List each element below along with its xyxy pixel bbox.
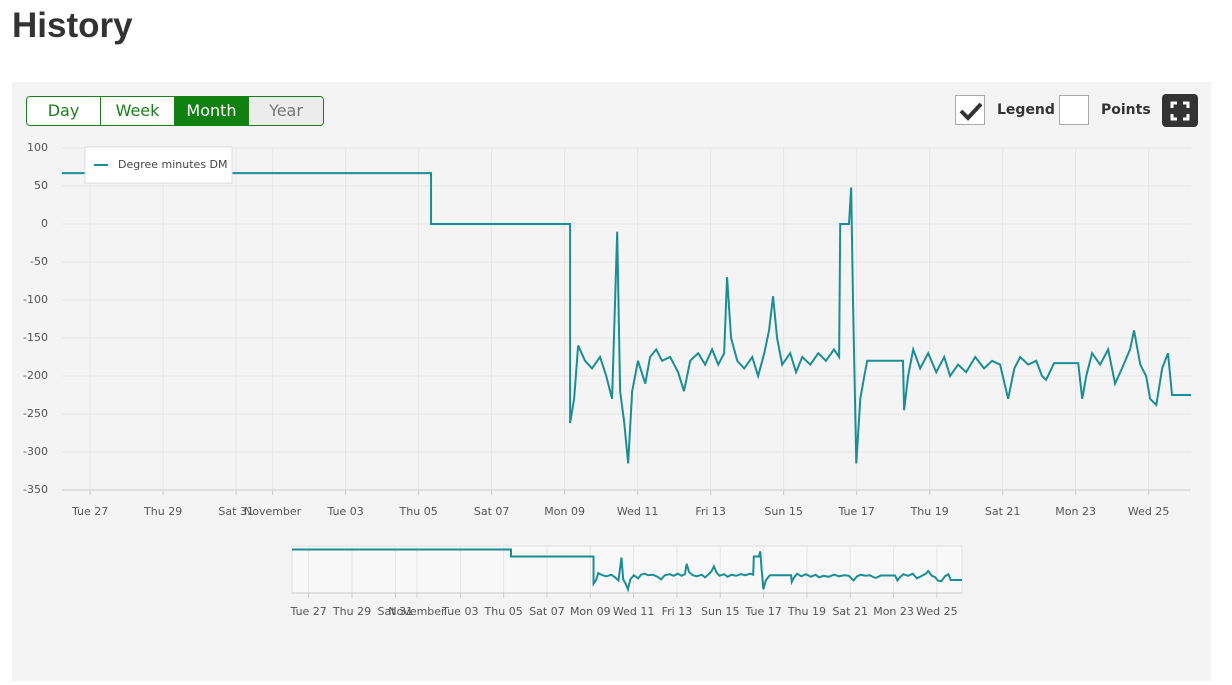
x-tick-label: Tue 17 [744,605,781,618]
check-mark [959,102,983,121]
fullscreen-button[interactable] [1162,94,1198,127]
checkbox[interactable] [955,95,985,125]
x-tick-label: Tue 17 [837,505,874,518]
range-button[interactable]: Week [101,97,175,125]
checkbox[interactable] [1059,95,1089,125]
range-buttons: Day Week Month Year [26,96,324,126]
x-tick-label: Sun 15 [764,505,802,518]
y-tick-label: 100 [27,141,48,154]
x-tick-label: Mon 09 [570,605,611,618]
navigator-line [292,548,962,593]
x-tick-label: Sat 21 [985,505,1021,518]
x-tick-label: Tue 27 [71,505,108,518]
legend-box [84,146,233,184]
x-tick-label: Fri 13 [662,605,693,618]
legend-label: Degree minutes DM [118,158,228,171]
x-tick-label: Thu 05 [484,605,523,618]
x-tick-label: Sat 31 [378,605,414,618]
toggle-label: Points [1101,102,1151,118]
toggle[interactable]: Legend [955,95,1055,125]
page-title: History [12,6,133,45]
x-tick-label: Sat 07 [474,505,510,518]
x-tick-label: Sat 07 [529,605,565,618]
toggle-label: Legend [997,102,1055,118]
y-tick-label: -300 [23,445,48,458]
x-tick-label: Wed 11 [617,505,658,518]
y-tick-label: -50 [30,255,48,268]
x-tick-label: November [244,505,302,518]
y-tick-label: -100 [23,293,48,306]
x-tick-label: Tue 03 [441,605,478,618]
data-line [62,172,1191,464]
x-tick-label: Tue 03 [326,505,363,518]
x-tick-label: Sat 31 [218,505,254,518]
y-tick-label: 0 [41,217,48,230]
x-tick-label: November [388,605,446,618]
x-tick-label: Thu 19 [910,505,949,518]
range-button[interactable]: Month [175,97,249,125]
y-tick-label: -250 [23,407,48,420]
x-tick-label: Mon 23 [873,605,914,618]
y-tick-label: -150 [23,331,48,344]
x-tick-label: Mon 23 [1055,505,1096,518]
range-button[interactable]: Year [249,97,323,125]
x-tick-label: Thu 05 [399,505,438,518]
fullscreen-icon [1170,101,1190,121]
x-tick-label: Wed 11 [613,605,654,618]
range-button[interactable]: Day [27,97,101,125]
y-tick-label: -350 [23,483,48,496]
y-tick-label: 50 [34,179,48,192]
x-tick-label: Wed 25 [916,605,957,618]
x-tick-label: Tue 27 [290,605,327,618]
x-tick-label: Fri 13 [695,505,726,518]
y-tick-label: -200 [23,369,48,382]
x-tick-label: Sun 15 [701,605,739,618]
x-tick-label: Wed 25 [1128,505,1169,518]
toggle[interactable]: Points [1059,95,1151,125]
x-tick-label: Mon 09 [544,505,585,518]
x-tick-label: Thu 29 [332,605,371,618]
x-tick-label: Sat 21 [832,605,868,618]
x-tick-label: Thu 29 [143,505,182,518]
x-tick-label: Thu 19 [787,605,826,618]
